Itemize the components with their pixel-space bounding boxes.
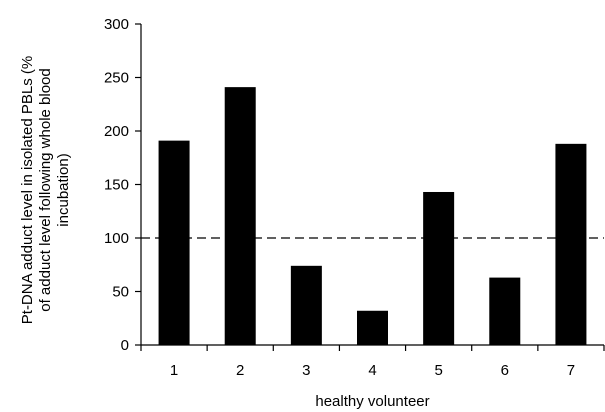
x-tick-label-5: 5 <box>434 362 442 379</box>
bar-3 <box>290 265 322 345</box>
bar-2 <box>224 87 256 345</box>
y-tick-label: 300 <box>104 16 129 33</box>
y-tick-label: 0 <box>121 337 129 354</box>
x-tick-label-6: 6 <box>501 362 509 379</box>
bar-1 <box>158 140 190 345</box>
x-tick-label-7: 7 <box>567 362 575 379</box>
y-tick-label: 150 <box>104 177 129 194</box>
x-axis: 1 2 3 4 5 6 7 <box>140 344 605 379</box>
y-axis-label: Pt-DNA adduct level in isolated PBLs (%o… <box>19 56 72 324</box>
x-tick-label-4: 4 <box>368 362 376 379</box>
x-tick-label-1: 1 <box>170 362 178 379</box>
y-axis-label-line: Pt-DNA adduct level in isolated PBLs (% <box>19 56 36 324</box>
bar-6 <box>489 277 521 345</box>
bar-7 <box>555 143 587 345</box>
y-axis-label-line: incubation) <box>55 153 72 226</box>
y-tick-label: 200 <box>104 123 129 140</box>
bar-series <box>158 87 587 345</box>
x-axis-label: healthy volunteer <box>315 393 429 410</box>
bar-5 <box>423 191 455 345</box>
x-tick-label-3: 3 <box>302 362 310 379</box>
bar-4 <box>357 310 388 345</box>
y-tick-label: 250 <box>104 70 129 87</box>
y-tick-label: 100 <box>104 230 129 247</box>
x-tick-label-2: 2 <box>236 362 244 379</box>
y-axis-label-line: of adduct level following whole blood <box>37 68 54 312</box>
y-axis: 0 50 100 150 200 250 300 <box>104 16 142 354</box>
y-tick-label: 50 <box>112 284 129 301</box>
